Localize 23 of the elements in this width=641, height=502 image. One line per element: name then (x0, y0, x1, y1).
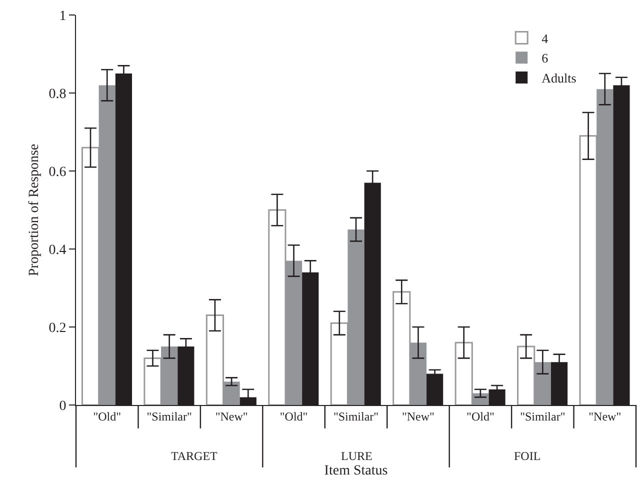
x-axis-title: Item Status (324, 464, 388, 479)
x-tick-label: "Similar" (333, 409, 379, 424)
x-tick-label: "New" (215, 409, 248, 424)
y-tick-label: 0.6 (48, 164, 66, 180)
x-tick-label: "New" (588, 409, 622, 424)
x-tick-label: "Old" (466, 409, 494, 424)
y-tick-label: 0 (59, 398, 66, 414)
x-tick-label: "Old" (280, 409, 308, 424)
x-tick-label: "Similar" (146, 409, 192, 424)
y-tick-label: 0.2 (48, 320, 66, 336)
y-tick-label: 0.4 (48, 242, 66, 258)
legend-label: 6 (542, 50, 549, 66)
y-tick-label: 1 (59, 8, 66, 24)
text: LURE (341, 449, 372, 463)
text: FOIL (514, 449, 541, 463)
x-tick-label: "Similar" (520, 409, 566, 424)
x-tick-label: "New" (402, 409, 435, 424)
text: TARGET (171, 449, 218, 463)
x-tick-label: "Old" (93, 409, 122, 424)
legend-label: Adults (542, 70, 576, 86)
legend-label: 4 (542, 30, 549, 46)
y-axis-title: Proportion of Response (27, 144, 42, 276)
y-tick-label: 0.8 (48, 86, 66, 102)
